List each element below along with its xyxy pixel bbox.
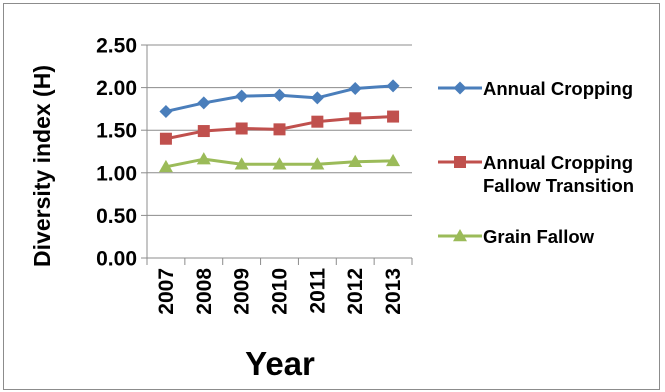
x-tick-label: 2010 — [269, 268, 292, 315]
y-tick-label: 1.50 — [96, 120, 137, 143]
data-point-2-0 — [158, 159, 173, 173]
data-point-2-6 — [386, 153, 401, 167]
y-tick-labels: 0.00 0.50 1.00 1.50 2.00 2.50 — [96, 35, 137, 271]
data-point-2-3 — [272, 157, 287, 170]
legend-entry-2: Grain Fallow — [438, 226, 595, 247]
data-point-0-3 — [273, 88, 286, 102]
legend-entry-0: Annual Cropping — [438, 78, 633, 99]
legend-label: Fallow Transition — [483, 175, 634, 196]
x-tick-label: 2013 — [382, 268, 405, 315]
axes — [141, 44, 413, 265]
y-tick-label: 2.50 — [96, 35, 137, 58]
gridlines — [147, 44, 412, 216]
data-point-0-5 — [348, 81, 362, 95]
data-point-1-3 — [273, 123, 286, 136]
y-axis-title: Diversity index (H) — [29, 65, 55, 267]
data-point-1-1 — [197, 125, 210, 138]
x-tick-label: 2007 — [155, 268, 178, 315]
series-2 — [158, 152, 401, 173]
data-point-0-6 — [386, 79, 400, 93]
data-point-0-0 — [159, 104, 173, 118]
legend-label: Annual Cropping — [483, 78, 633, 99]
data-point-2-4 — [310, 157, 325, 170]
series-0 — [159, 79, 400, 118]
data-point-2-2 — [234, 157, 249, 170]
x-tick-label: 2012 — [344, 268, 367, 315]
y-tick-label: 1.00 — [96, 162, 137, 185]
chart-frame — [3, 3, 660, 390]
data-point-1-6 — [387, 110, 400, 123]
data-point-1-0 — [159, 132, 172, 145]
x-tick-label: 2009 — [231, 268, 254, 315]
data-point-0-1 — [197, 96, 211, 110]
legend-label: Grain Fallow — [483, 226, 595, 247]
data-point-2-5 — [348, 154, 363, 167]
data-point-1-2 — [235, 122, 248, 135]
data-point-0-4 — [310, 91, 324, 105]
y-tick-label: 2.00 — [96, 77, 137, 100]
y-tick-label: 0.00 — [96, 248, 137, 271]
legend-marker-0 — [453, 81, 467, 95]
data-point-1-4 — [311, 115, 324, 128]
series-group — [158, 79, 401, 173]
data-point-0-2 — [235, 89, 249, 103]
legend-label: Annual Cropping — [483, 152, 633, 173]
data-point-1-5 — [349, 112, 362, 125]
data-point-2-1 — [196, 152, 211, 165]
legend-marker-2 — [453, 229, 467, 242]
series-1 — [159, 110, 400, 145]
y-tick-label: 0.50 — [96, 205, 137, 228]
legend-marker-1 — [454, 156, 466, 168]
x-tick-labels: 2007 2008 2009 2010 2011 2012 2013 — [155, 268, 405, 315]
x-axis-title: Year — [245, 345, 315, 382]
x-tick-label: 2011 — [306, 268, 329, 314]
x-tick-label: 2008 — [193, 268, 216, 315]
